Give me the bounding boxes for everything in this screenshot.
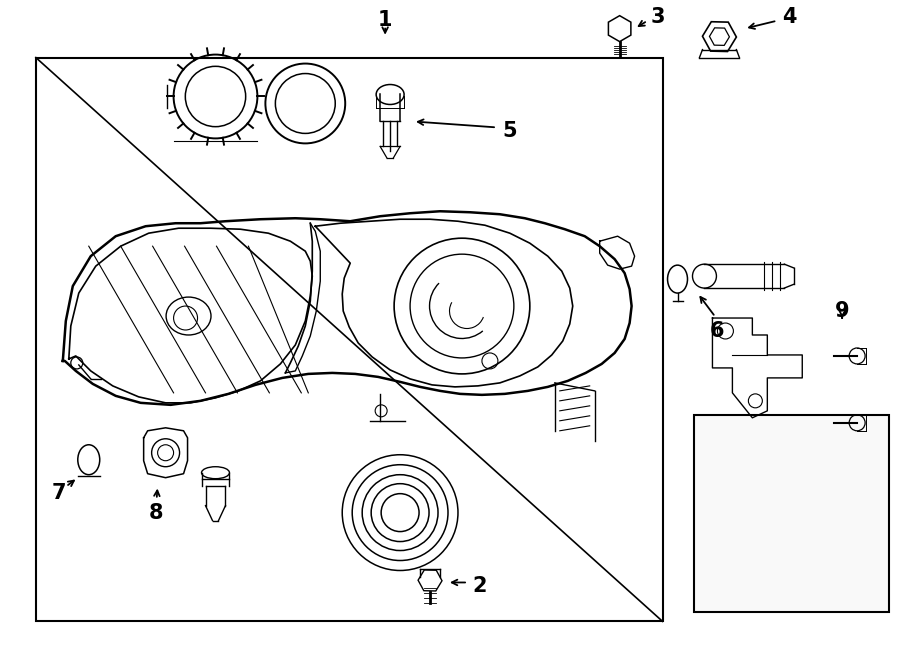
Text: 4: 4 bbox=[782, 7, 796, 26]
Text: 3: 3 bbox=[651, 7, 665, 26]
Text: 9: 9 bbox=[835, 301, 850, 321]
Text: 2: 2 bbox=[472, 576, 487, 596]
Text: 7: 7 bbox=[51, 483, 66, 502]
Bar bbox=[695, 415, 889, 612]
Text: 6: 6 bbox=[710, 321, 724, 341]
Bar bbox=[36, 58, 662, 621]
Text: 1: 1 bbox=[378, 10, 392, 30]
Text: 5: 5 bbox=[502, 122, 518, 141]
Text: 8: 8 bbox=[148, 502, 163, 523]
